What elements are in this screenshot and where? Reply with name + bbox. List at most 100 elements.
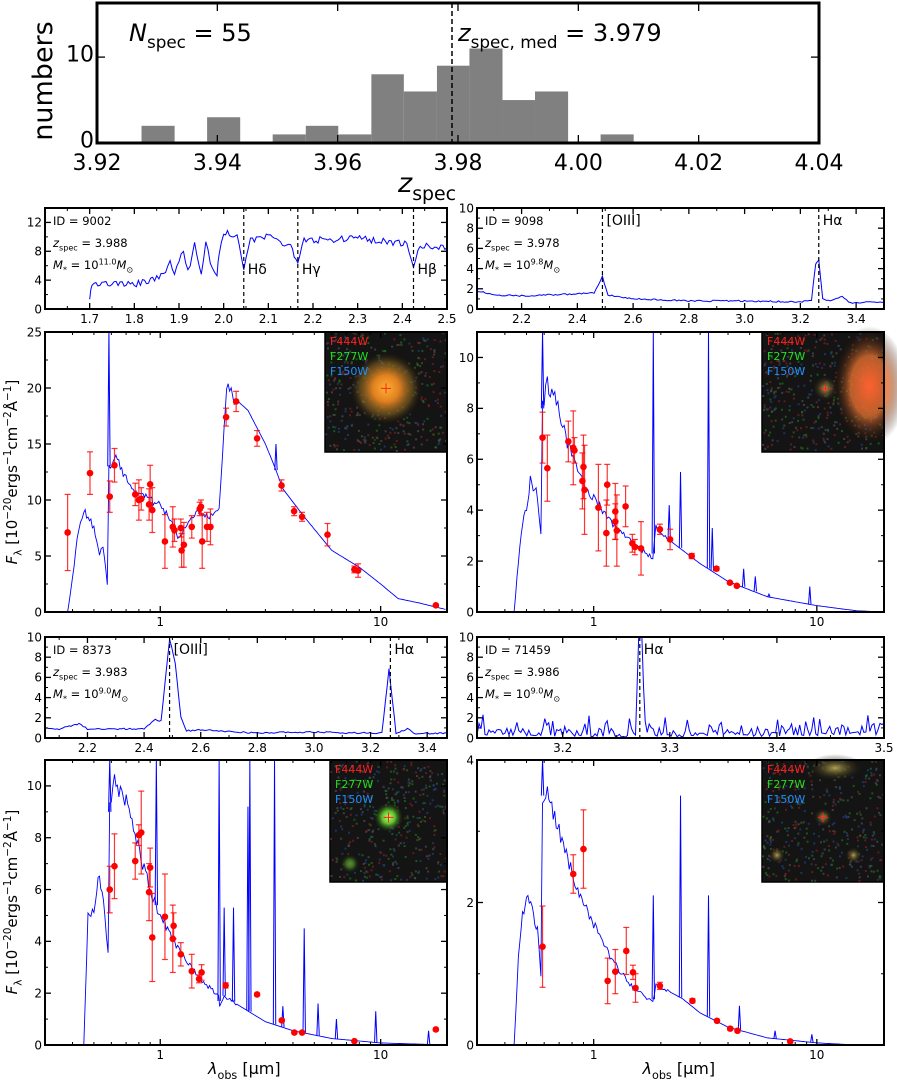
photometry-point: [622, 485, 629, 528]
filter-label: F150W: [767, 365, 805, 378]
photometry-point: [291, 1029, 298, 1036]
label-part: M: [116, 258, 126, 272]
x-tick-label: 2.1: [259, 312, 278, 326]
emission-line-spike: [281, 1006, 285, 1028]
label-part: z: [484, 665, 492, 679]
photometry-point: [171, 518, 178, 543]
photometry-point: [713, 1017, 721, 1025]
photometry-point: [177, 518, 185, 538]
label-part: 9.0: [531, 686, 544, 695]
photometry-point: [351, 1037, 358, 1045]
emission-line-spike: [651, 895, 655, 1000]
x-tick-label: 3.3: [660, 741, 679, 755]
photometry-point: [161, 513, 169, 569]
target-crosshair-icon: [818, 812, 828, 823]
label-part: =: [78, 665, 95, 679]
y-tick-label: 0: [466, 605, 474, 619]
label-part: 3.988: [95, 236, 128, 250]
emission-line-spike: [107, 332, 111, 467]
photometry-point: [278, 1017, 286, 1024]
y-tick-label: 4: [34, 935, 42, 949]
spectrum-line: [477, 637, 884, 738]
y-tick-label: 10: [27, 493, 42, 507]
photometry-point: [145, 488, 153, 521]
y-axis-label: Fλ [10−20ergs−1cm−2Å−1]: [2, 380, 25, 565]
object-id: ID = 9002: [53, 214, 111, 228]
photometry-point: [170, 912, 177, 940]
y-tick-label: 8: [466, 222, 474, 236]
plot-area: [64, 332, 446, 612]
photometry-point: [188, 515, 196, 539]
filter-label: F150W: [767, 793, 805, 806]
ticks: [477, 759, 885, 1046]
label-part: *: [495, 694, 499, 703]
label-part: −2: [2, 411, 14, 426]
emission-line-spike: [710, 527, 714, 571]
label-part: Å: [2, 400, 21, 411]
filter-label: F444W: [767, 335, 805, 348]
label-part: [μm]: [672, 1059, 715, 1078]
y-tick-label: 0: [466, 1038, 474, 1052]
label-part: 10: [84, 687, 99, 701]
label-part: *: [495, 265, 499, 274]
photometry-point: [595, 463, 602, 552]
label-part: 10: [516, 258, 531, 272]
label-part: 11.0: [99, 257, 117, 266]
x-tick-label: 3.2: [361, 741, 380, 755]
x-tick-label: 2.6: [624, 312, 643, 326]
histogram-bar: [207, 117, 241, 143]
emission-line-spike: [334, 1019, 339, 1039]
y-tick-label: 20: [27, 381, 42, 395]
label-part: 9.0: [99, 686, 112, 695]
y-tick-label: 2: [466, 282, 474, 296]
emission-line-spike: [651, 332, 655, 554]
emission-line-spike: [678, 471, 683, 548]
x-axis-label: λobs [μm]: [207, 1059, 281, 1082]
x-tick-label: 2.2: [78, 741, 97, 755]
y-tick-label: 2: [466, 896, 474, 910]
filter-label: F150W: [330, 365, 368, 378]
photometry-point: [131, 842, 139, 880]
emission-line-spike: [316, 1003, 320, 1036]
y-tick-label: 4: [466, 262, 474, 276]
label-part: =: [510, 665, 527, 679]
ticks: [45, 760, 448, 1046]
y-tick-label: 4: [466, 504, 474, 518]
x-tick-label: 1: [590, 1048, 598, 1062]
y-tick-label: 0: [34, 302, 42, 316]
emission-line-spike: [374, 1011, 378, 1043]
x-tick-label: 3.94: [193, 151, 242, 176]
photometry-point: [222, 982, 229, 989]
photometry-point: [146, 847, 154, 888]
spectrum-line: [45, 639, 447, 735]
photometry-point: [298, 1029, 306, 1036]
label-part: 3.986: [527, 665, 560, 679]
photometry-point: [689, 997, 696, 1005]
photometry-point: [569, 854, 577, 894]
emission-line-spike: [808, 586, 812, 605]
y-tick-label: 6: [34, 671, 42, 685]
stellar-mass-annotation: M* = 1011.0M⊙: [53, 257, 133, 274]
y-tick-label: 6: [466, 453, 474, 467]
emission-line-spike: [753, 576, 757, 592]
label-part: z: [52, 665, 60, 679]
y-tick-label: 10: [66, 43, 94, 68]
label-part: −1: [2, 450, 14, 465]
plot-area: [477, 208, 884, 309]
target-crosshair-icon: [820, 383, 831, 394]
label-part: z: [457, 19, 472, 47]
label-part: ⊙: [121, 694, 128, 703]
histogram-bar: [436, 65, 470, 143]
label-part: ⊙: [126, 265, 133, 274]
photometry-point: [544, 434, 551, 502]
emission-line-spike: [667, 505, 671, 540]
n-spec-annotation: Nspec = 55: [129, 19, 252, 52]
emission-line-spike: [154, 760, 159, 906]
object-id: ID = 9098: [485, 214, 543, 228]
label-part: M: [543, 687, 553, 701]
x-tick-label: 2.0: [214, 312, 233, 326]
label-part: λ: [642, 1059, 652, 1078]
filter-label: F277W: [767, 778, 805, 791]
